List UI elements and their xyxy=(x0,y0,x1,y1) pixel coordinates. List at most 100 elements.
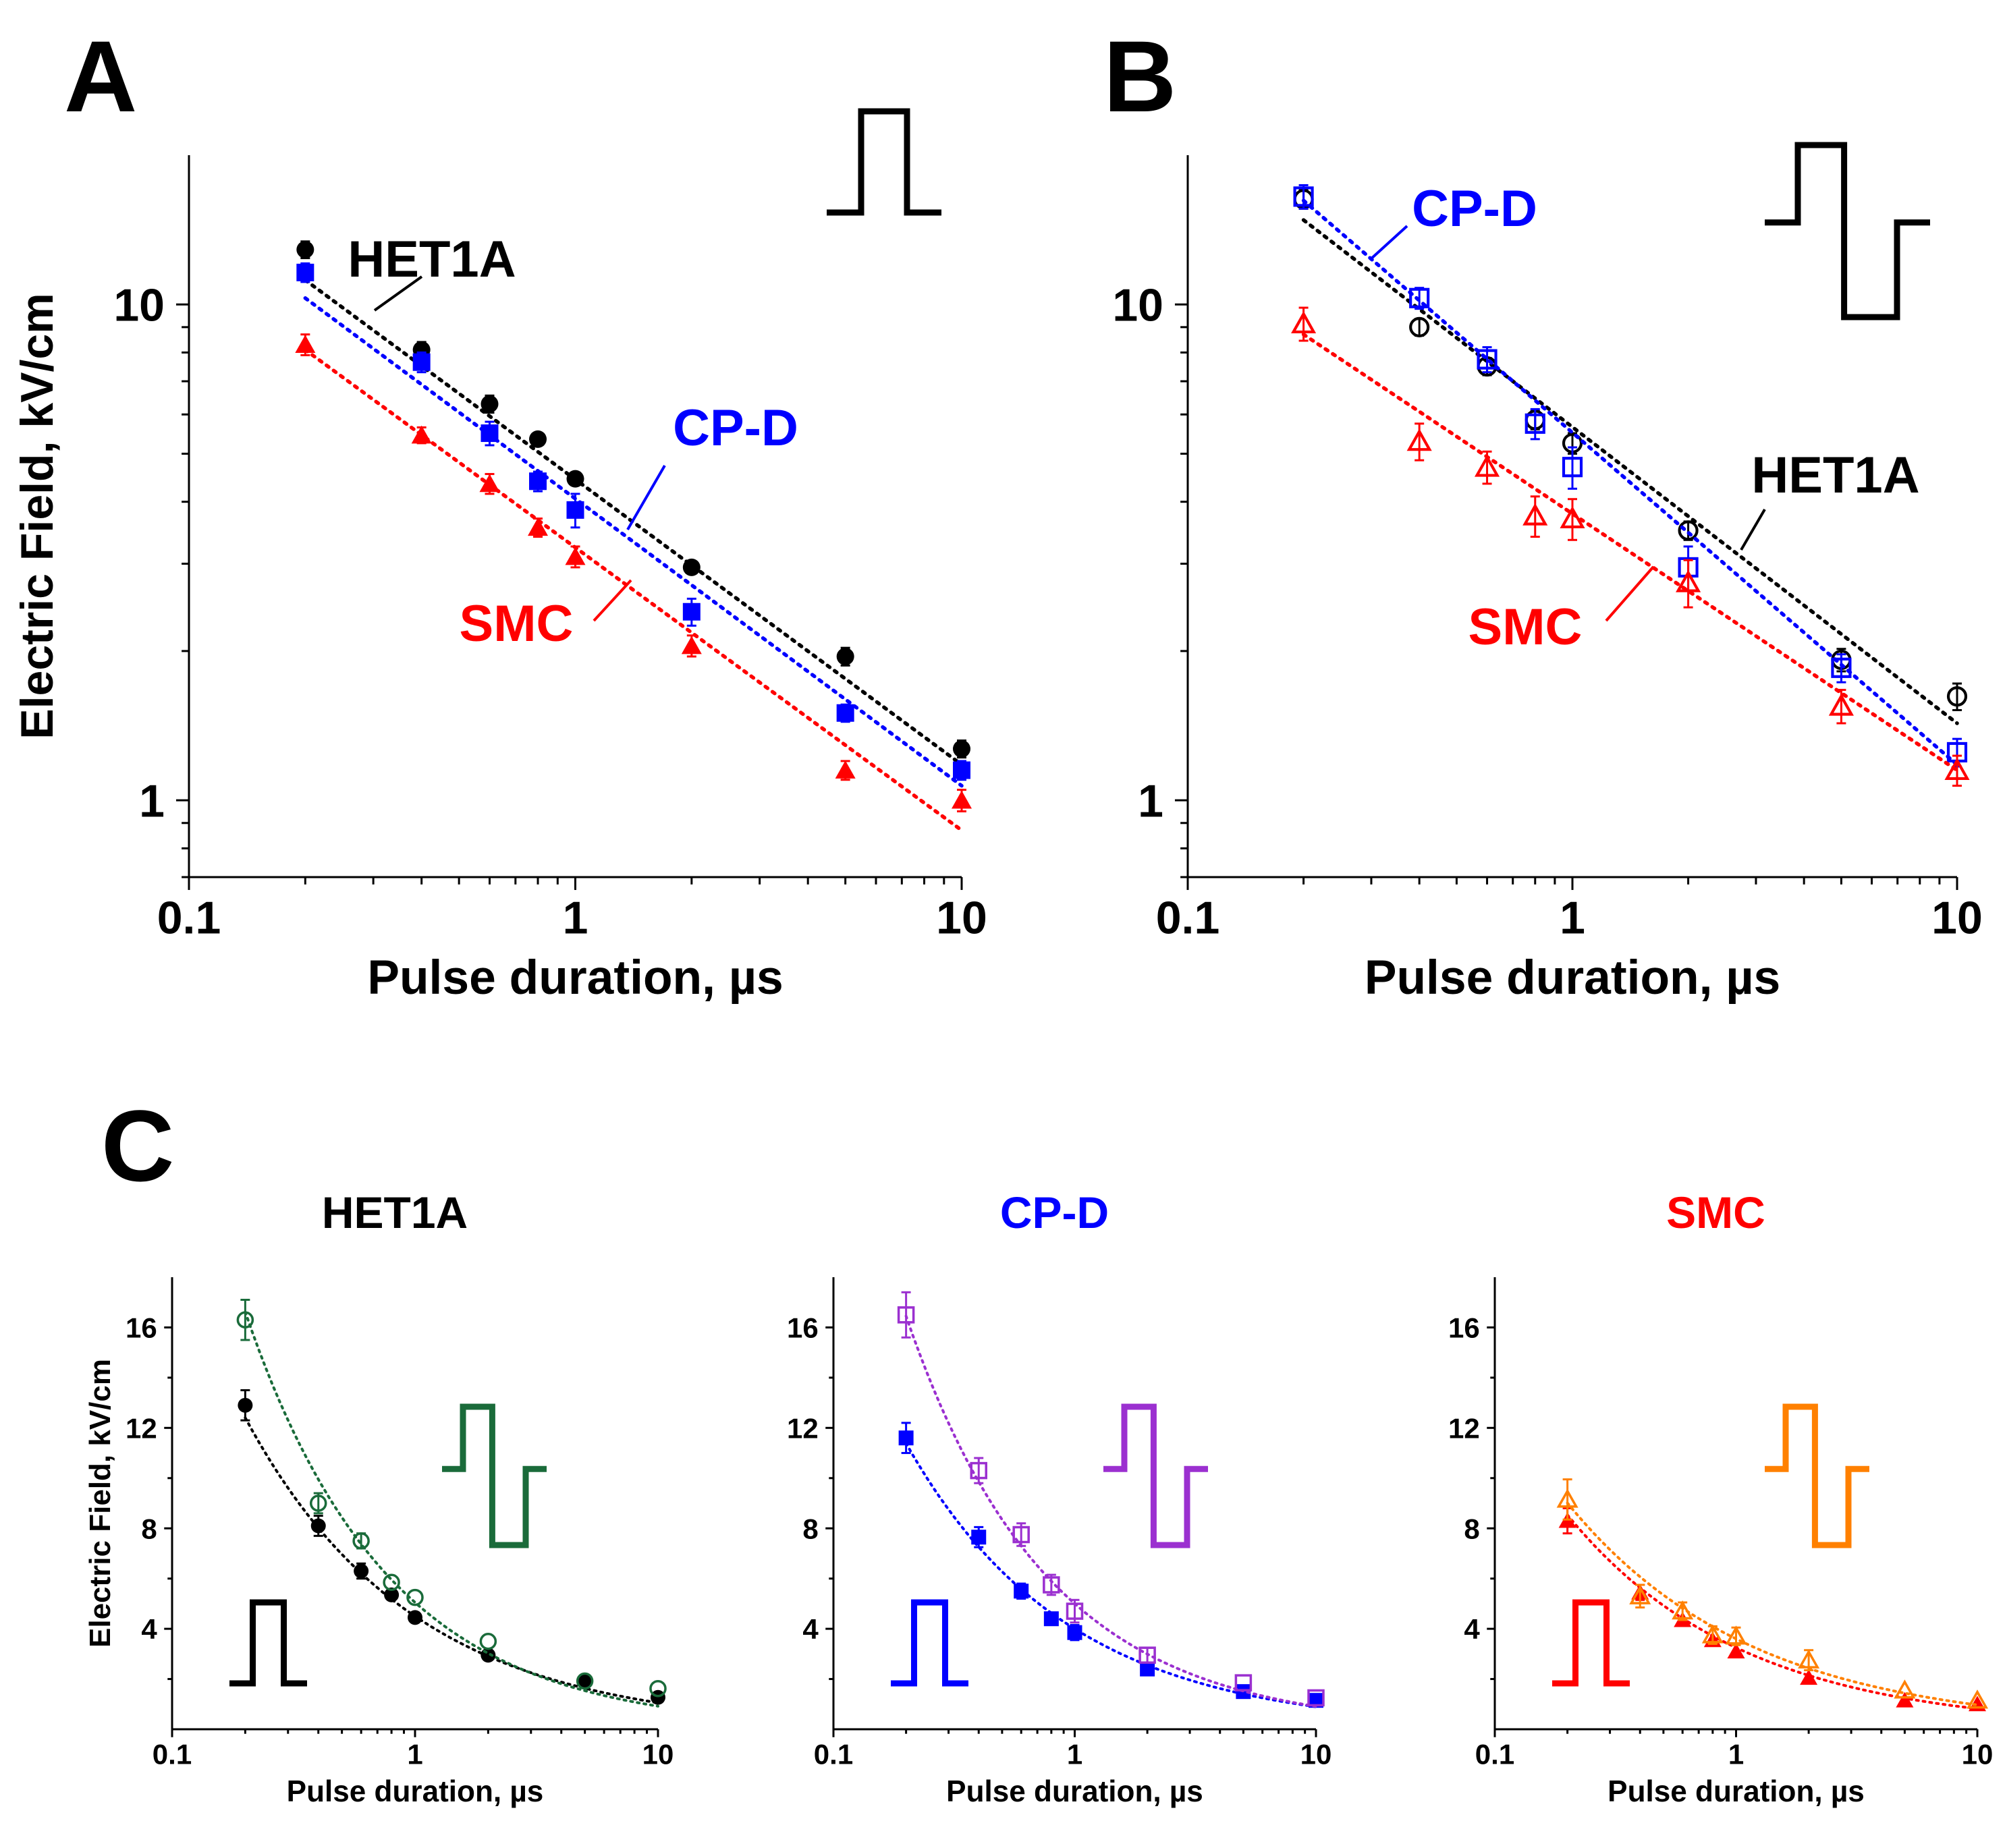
monopolar-pulse-icon xyxy=(1552,1599,1630,1687)
data-point xyxy=(1562,457,1583,478)
data-point xyxy=(1946,686,1968,707)
data-point xyxy=(1944,757,1970,780)
data-point xyxy=(354,1563,369,1579)
x-tick-label: 0.1 xyxy=(1156,893,1220,944)
series-cp-d-bipolar xyxy=(897,1291,1325,1708)
data-point xyxy=(1701,1624,1724,1644)
monopolar-pulse-icon xyxy=(229,1599,307,1687)
data-point xyxy=(1043,1576,1060,1594)
y-tick-label: 4 xyxy=(141,1613,157,1645)
series-cp-d xyxy=(296,262,970,788)
data-point xyxy=(898,1430,914,1446)
data-point xyxy=(577,1673,593,1688)
data-point xyxy=(480,395,499,413)
x-tick-label: 0.1 xyxy=(814,1739,853,1770)
x-tick-label: 1 xyxy=(407,1739,422,1770)
x-tick-label: 0.1 xyxy=(157,893,221,944)
data-point xyxy=(681,636,702,654)
subpanel-title: CP-D xyxy=(1000,1187,1109,1237)
series-annotation: CP-D xyxy=(1412,180,1537,237)
data-point xyxy=(529,472,547,491)
data-point xyxy=(528,517,549,536)
data-point xyxy=(1678,520,1699,541)
annotation-leader xyxy=(1369,225,1408,261)
data-point xyxy=(236,1311,254,1329)
panel-c-het1a: 0.1 1 10 4 8 12 16 Pulse duration, µs Electric F… xyxy=(84,1089,674,1808)
y-tick-label: 12 xyxy=(126,1412,157,1444)
data-point xyxy=(1560,505,1585,529)
y-tick-label: 1 xyxy=(1138,776,1163,827)
x-tick-label: 0.1 xyxy=(153,1739,192,1770)
data-point xyxy=(970,1461,987,1480)
x-axis-title: Pulse duration, µs xyxy=(287,1775,544,1808)
data-point xyxy=(682,558,701,576)
x-tick-label: 1 xyxy=(1560,893,1585,944)
data-point xyxy=(411,425,432,444)
fit-curve xyxy=(904,1314,1317,1708)
series-cp-d xyxy=(1293,184,1968,768)
data-point xyxy=(576,1672,594,1690)
y-tick-label: 8 xyxy=(1464,1513,1479,1544)
y-tick-label: 10 xyxy=(1112,280,1163,331)
data-point xyxy=(971,1530,987,1545)
data-point xyxy=(836,648,854,666)
data-point xyxy=(897,1306,915,1324)
bipolar-pulse-icon xyxy=(1765,1403,1869,1548)
annotation-leader xyxy=(626,464,666,531)
monopolar-pulse-icon xyxy=(827,108,941,216)
series-cp-d-monopolar xyxy=(898,1422,1323,1708)
data-point xyxy=(1477,349,1498,370)
fit-line xyxy=(1301,332,1959,773)
data-point xyxy=(310,1518,326,1534)
data-point xyxy=(384,1587,400,1602)
data-point xyxy=(1409,287,1430,308)
data-point xyxy=(1309,1693,1323,1708)
y-tick-label: 10 xyxy=(113,280,165,331)
data-point xyxy=(952,790,972,809)
series-het1a-bipolar xyxy=(236,1299,667,1708)
data-point xyxy=(383,1573,400,1592)
data-point xyxy=(1012,1525,1030,1544)
subpanel-title: SMC xyxy=(1666,1187,1765,1237)
data-point xyxy=(1406,428,1432,451)
data-point xyxy=(296,240,314,258)
data-point xyxy=(1896,1691,1914,1708)
series-annotation: HET1A xyxy=(1751,447,1919,504)
data-point xyxy=(953,739,970,758)
fit-curve xyxy=(244,1310,659,1708)
series-annotation: SMC xyxy=(460,595,574,652)
y-tick-label: 12 xyxy=(787,1412,819,1444)
series-smc xyxy=(1291,306,1970,787)
data-point xyxy=(1894,1679,1916,1699)
series-smc xyxy=(295,333,972,833)
data-point xyxy=(1727,1643,1745,1659)
data-point xyxy=(1629,1585,1651,1604)
x-tick-label: 1 xyxy=(563,893,588,944)
data-point xyxy=(1234,1674,1253,1691)
annotation-leader xyxy=(593,579,632,622)
data-point xyxy=(352,1532,370,1550)
x-tick-label: 10 xyxy=(1931,893,1983,944)
x-tick-label: 10 xyxy=(1300,1739,1332,1770)
x-tick-label: 10 xyxy=(936,893,987,944)
x-axis-title: Pulse duration, µs xyxy=(1608,1775,1865,1808)
y-tick-label: 8 xyxy=(802,1513,818,1544)
fit-line xyxy=(1301,218,1959,725)
data-point xyxy=(836,704,854,722)
bipolar-pulse-icon xyxy=(1103,1403,1208,1548)
data-point xyxy=(1140,1661,1155,1677)
data-point xyxy=(1043,1611,1059,1627)
panel-c-cpd: 0.1 1 10 4 8 12 16 Pulse duration, µs CP-D xyxy=(787,1187,1331,1808)
x-axis-title: Pulse duration, µs xyxy=(1365,951,1780,1005)
series-annotation: CP-D xyxy=(673,399,798,457)
data-point xyxy=(529,430,547,448)
monopolar-pulse-icon xyxy=(891,1599,968,1687)
y-axis-title: Electric Field, kV/cm xyxy=(11,293,63,739)
data-point xyxy=(408,1610,422,1625)
data-point xyxy=(682,603,701,621)
data-point xyxy=(1522,503,1548,526)
fit-curve xyxy=(244,1416,659,1704)
data-point xyxy=(296,263,314,281)
fit-line xyxy=(303,347,964,833)
